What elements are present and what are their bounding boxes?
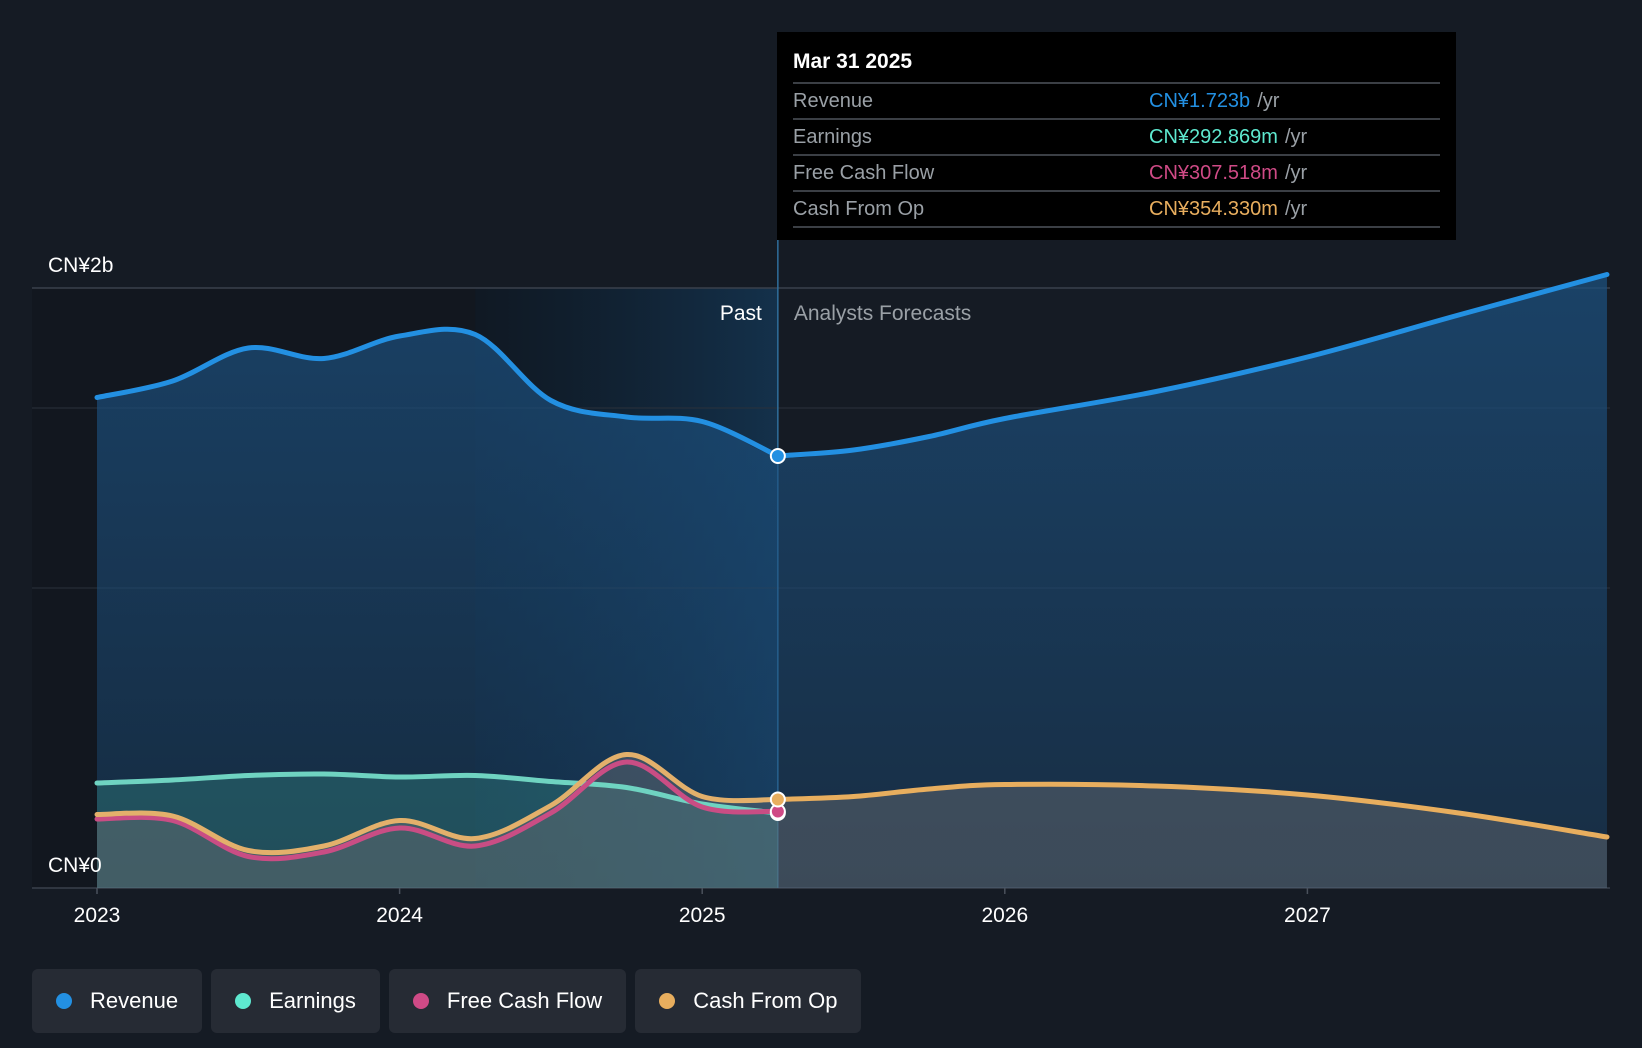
cash-from-op-line-forecast [775, 781, 1610, 840]
legend-item-cash-from-op[interactable]: Cash From Op [635, 969, 862, 1033]
tooltip-row-cash-from-op: Cash From Op CN¥354.330m /yr [793, 190, 1440, 228]
revenue-dot [769, 448, 786, 464]
tooltip-row-revenue: Revenue CN¥1.723b /yr [793, 82, 1440, 118]
x-tick-label: 2027 [1284, 904, 1331, 927]
past-label: Past [720, 302, 762, 325]
legend-label: Revenue [90, 988, 179, 1013]
legend-dot-icon [659, 993, 676, 1009]
tooltip-value: CN¥307.518m [1149, 161, 1278, 184]
tooltip-row-earnings: Earnings CN¥292.869m /yr [793, 118, 1440, 154]
cash-from-op-area [97, 754, 1607, 888]
tooltip-value: CN¥354.330m [1149, 197, 1278, 220]
tooltip-value: CN¥1.723b [1149, 89, 1251, 112]
tooltip-value: CN¥292.869m [1149, 125, 1278, 148]
legend-dot-icon [56, 993, 72, 1009]
revenue-line-past [94, 326, 781, 459]
y-axis-top-label: CN¥2b [48, 254, 113, 277]
cash-from-op-line-past [94, 751, 781, 856]
tooltip-label: Free Cash Flow [793, 161, 935, 184]
cash-from-op-dot [769, 791, 786, 808]
tooltip-row-free-cash-flow: Free Cash Flow CN¥307.518m /yr [793, 154, 1440, 190]
legend-item-free-cash-flow[interactable]: Free Cash Flow [388, 969, 627, 1033]
tooltip-unit: /yr [1284, 197, 1308, 220]
tooltip-label: Cash From Op [793, 197, 925, 220]
chart: CN¥2b CN¥0 Past Analysts Forecasts 2023 2024 2… [32, 240, 1610, 927]
revenue-line-forecast [775, 272, 1610, 459]
forecast-label: Analysts Forecasts [794, 302, 971, 325]
earnings-line [94, 771, 781, 816]
legend-dot-icon [235, 993, 252, 1009]
legend-item-earnings[interactable]: Earnings [211, 969, 380, 1033]
tooltip-label: Revenue [793, 89, 874, 112]
tooltip: Mar 31 2025 Revenue CN¥1.723b /yr Earnin… [777, 32, 1456, 240]
free-cash-flow-line [94, 759, 781, 862]
tooltip-unit: /yr [1284, 125, 1308, 148]
x-tick-label: 2024 [376, 904, 423, 927]
x-tick-label: 2023 [74, 904, 121, 927]
tooltip-unit: /yr [1257, 89, 1280, 112]
legend-label: Cash From Op [693, 988, 838, 1013]
x-tick-label: 2026 [981, 904, 1028, 927]
revenue-area [97, 274, 1607, 888]
legend-label: Earnings [269, 988, 356, 1013]
legend-label: Free Cash Flow [446, 988, 603, 1013]
tooltip-unit: /yr [1284, 161, 1308, 184]
tooltip-date: Mar 31 2025 [793, 50, 913, 73]
legend-item-revenue[interactable]: Revenue [32, 969, 203, 1033]
legend-dot-icon [412, 993, 429, 1009]
legend: Revenue Earnings Free Cash Flow Cash Fro… [32, 969, 862, 1033]
y-axis-bottom-label: CN¥0 [48, 854, 102, 877]
tooltip-label: Earnings [793, 125, 872, 148]
x-tick-label: 2025 [679, 904, 726, 927]
